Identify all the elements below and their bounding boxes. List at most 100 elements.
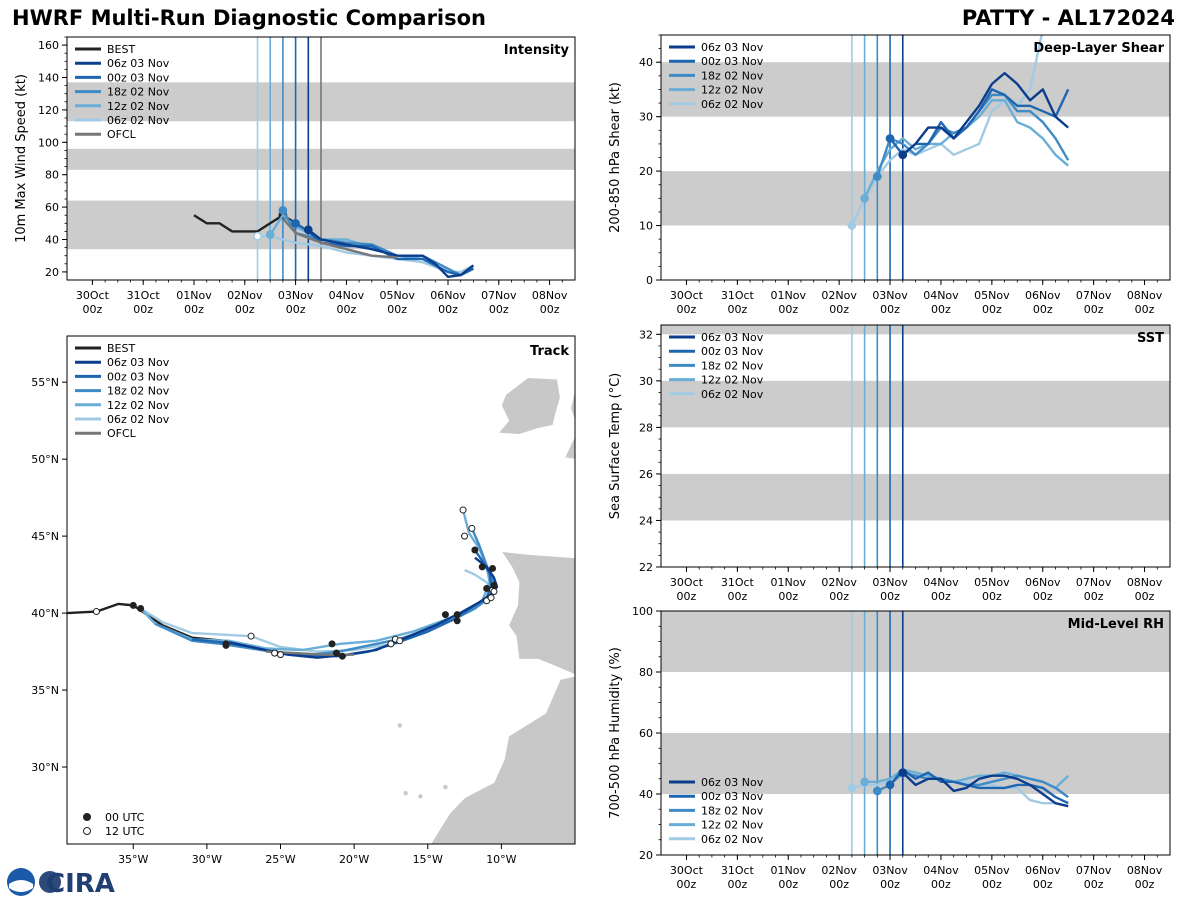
x-tick-label: 06Nov <box>1025 864 1061 877</box>
track-line <box>228 556 499 659</box>
track-marker <box>396 637 404 645</box>
series-marker <box>291 218 300 228</box>
x-tick-label: 00z <box>1135 303 1155 316</box>
legend-label: 06z 02 Nov <box>701 388 764 401</box>
x-tick-label: 06Nov <box>430 289 466 302</box>
globe-icon <box>39 871 61 893</box>
y-tick-label: 80 <box>639 666 653 679</box>
track-marker <box>468 524 476 532</box>
x-tick-label: 08Nov <box>1127 289 1163 302</box>
track-marker <box>271 649 279 657</box>
x-tick-label: 00z <box>489 303 509 316</box>
lon-tick-label: 30°W <box>192 853 222 866</box>
x-tick-label: 31Oct <box>127 289 161 302</box>
legend-label: 06z 02 Nov <box>107 114 170 127</box>
x-tick-label: 00z <box>1084 878 1104 891</box>
panel-title: Intensity <box>504 43 570 58</box>
x-tick-label: 00z <box>286 303 306 316</box>
series-marker <box>847 221 857 230</box>
x-tick-label: 00z <box>540 303 560 316</box>
x-tick-label: 04Nov <box>329 289 365 302</box>
threshold-band <box>661 62 1170 117</box>
x-tick-label: 31Oct <box>721 289 755 302</box>
track-marker <box>387 640 395 648</box>
x-tick-label: 00z <box>235 303 255 316</box>
x-tick-label: 01Nov <box>771 576 807 589</box>
x-tick-label: 08Nov <box>1127 864 1163 877</box>
track-marker <box>478 563 486 571</box>
x-tick-label: 00z <box>1084 590 1104 603</box>
series-marker <box>872 786 882 796</box>
track-marker <box>222 641 230 649</box>
x-tick-label: 00z <box>438 303 458 316</box>
x-tick-label: 01Nov <box>771 289 807 302</box>
x-tick-label: 00z <box>778 878 798 891</box>
series-line <box>902 71 1069 156</box>
plot-area <box>661 35 1170 280</box>
threshold-band <box>661 171 1170 226</box>
logo-text: CIRA <box>46 869 115 898</box>
series-marker <box>303 225 313 235</box>
page-title: HWRF Multi-Run Diagnostic Comparison <box>12 6 487 30</box>
x-tick-label: 00z <box>1135 878 1155 891</box>
intensity-chart: 2040608010012014016030Oct00z31Oct00z01No… <box>14 36 576 316</box>
track-marker <box>129 601 137 609</box>
x-tick-label: 00z <box>387 303 407 316</box>
marker-legend-symbol <box>83 813 91 821</box>
y-tick-label: 22 <box>639 561 653 574</box>
x-tick-label: 00z <box>982 878 1002 891</box>
series-marker <box>898 150 908 160</box>
island <box>403 791 408 796</box>
x-tick-label: 31Oct <box>721 864 755 877</box>
panel-title: Mid-Level RH <box>1068 617 1164 632</box>
y-tick-label: 26 <box>639 468 653 481</box>
x-tick-label: 03Nov <box>278 289 314 302</box>
cira-logo: CIRA <box>6 866 116 899</box>
y-tick-label: 30 <box>639 375 653 388</box>
x-tick-label: 00z <box>337 303 357 316</box>
track-marker <box>453 617 461 625</box>
legend-label: 00z 03 Nov <box>701 345 764 358</box>
track-marker <box>453 611 461 619</box>
legend-label: 12z 02 Nov <box>701 819 764 832</box>
track-marker <box>483 584 491 592</box>
series-marker <box>253 231 262 241</box>
x-tick-label: 04Nov <box>923 289 959 302</box>
x-tick-label: 03Nov <box>872 576 908 589</box>
x-tick-label: 00z <box>727 878 747 891</box>
plot-area <box>67 37 575 280</box>
marker-legend-label: 00 UTC <box>105 811 145 824</box>
map-area <box>67 336 575 844</box>
y-tick-label: 20 <box>639 849 653 862</box>
x-tick-label: 04Nov <box>923 576 959 589</box>
x-tick-label: 07Nov <box>1076 576 1112 589</box>
x-tick-label: 01Nov <box>176 289 212 302</box>
y-tick-label: 10 <box>639 220 653 233</box>
y-tick-label: 40 <box>639 788 653 801</box>
x-tick-label: 30Oct <box>670 864 704 877</box>
legend-label: 06z 02 Nov <box>107 413 170 426</box>
track-marker <box>471 546 479 554</box>
x-tick-label: 00z <box>931 590 951 603</box>
series-marker <box>847 783 857 793</box>
track-marker <box>487 594 495 602</box>
x-tick-label: 00z <box>1084 303 1104 316</box>
legend-label: OFCL <box>107 427 137 440</box>
x-tick-label: 03Nov <box>872 289 908 302</box>
x-tick-label: 04Nov <box>923 864 959 877</box>
plot-area <box>661 611 1170 855</box>
y-tick-label: 100 <box>38 136 59 149</box>
panel-title: SST <box>1137 331 1164 346</box>
x-tick-label: 00z <box>184 303 204 316</box>
y-tick-label: 140 <box>38 72 59 85</box>
x-tick-label: 00z <box>727 590 747 603</box>
series-marker <box>278 205 288 215</box>
x-tick-label: 07Nov <box>1076 864 1112 877</box>
track-marker <box>332 649 340 657</box>
y-tick-label: 28 <box>639 421 653 434</box>
x-tick-label: 00z <box>1033 590 1053 603</box>
track-marker <box>441 611 449 619</box>
x-tick-label: 00z <box>982 303 1002 316</box>
x-tick-label: 05Nov <box>379 289 415 302</box>
x-tick-label: 06Nov <box>1025 576 1061 589</box>
